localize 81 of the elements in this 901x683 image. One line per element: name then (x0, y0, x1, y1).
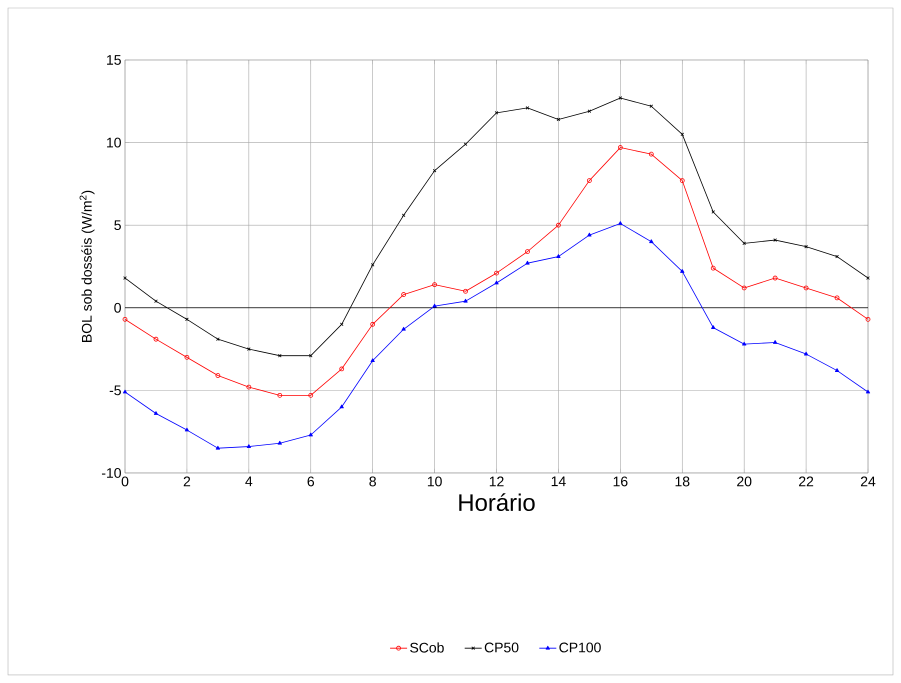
point (525, 249, 530, 254)
point (432, 304, 437, 308)
y-tick-label: 10 (107, 138, 121, 148)
point (216, 337, 220, 341)
point (556, 222, 561, 228)
x-tick-label: 18 (676, 476, 690, 486)
x-tick-label: 0 (122, 476, 128, 486)
point (772, 276, 778, 280)
point (680, 269, 684, 273)
point (866, 390, 870, 394)
point (835, 254, 839, 258)
point (308, 432, 313, 436)
point (648, 152, 654, 157)
point (370, 322, 376, 327)
point (339, 366, 344, 372)
point (680, 178, 685, 183)
point (834, 368, 840, 372)
point (710, 266, 716, 271)
point (463, 288, 468, 294)
x-tick-label: 4 (245, 476, 252, 486)
x-tick-label: 14 (552, 476, 566, 486)
point (649, 239, 654, 244)
point (340, 322, 344, 326)
x-axis-title: Horário (459, 493, 535, 512)
y-axis-title: BOL sob dosséis (W/m$^{2}$) (80, 190, 94, 342)
point (122, 390, 128, 394)
point (278, 440, 282, 445)
point (278, 354, 282, 358)
point (216, 446, 220, 450)
point (773, 340, 778, 344)
y-tick-label: 5 (114, 220, 121, 230)
point (154, 336, 158, 342)
x-tick-label: 12 (490, 476, 504, 486)
point (742, 342, 746, 346)
point (277, 392, 282, 398)
point (184, 354, 190, 360)
point (804, 286, 808, 290)
point (308, 392, 314, 398)
point (401, 292, 406, 297)
point (742, 286, 747, 290)
point (246, 444, 251, 448)
y-tick-label: -5 (110, 386, 121, 396)
y-tick-label: 0 (114, 302, 121, 313)
point (711, 325, 716, 330)
point (370, 263, 374, 267)
x-tick-label: 16 (614, 476, 628, 486)
point (215, 373, 220, 378)
point (402, 326, 406, 331)
point (587, 232, 592, 236)
point (834, 295, 840, 300)
point (804, 352, 808, 356)
x-tick-label: 6 (308, 476, 314, 486)
point (463, 298, 468, 303)
x-tick-label: 22 (799, 476, 814, 486)
x-tick-label: 24 (860, 476, 876, 486)
point (308, 354, 313, 358)
point (742, 242, 746, 246)
point (432, 282, 437, 288)
point (649, 104, 654, 108)
point (618, 221, 622, 225)
point (556, 254, 561, 258)
point (586, 178, 592, 183)
x-tick-label: 10 (428, 476, 442, 486)
point (618, 145, 623, 150)
x-tick-label: 20 (737, 476, 752, 486)
y-tick-label: -10 (102, 468, 121, 478)
point (556, 118, 560, 122)
point (370, 358, 375, 362)
point (154, 411, 158, 415)
point (525, 260, 530, 265)
point (494, 270, 499, 276)
x-tick-label: 8 (369, 476, 376, 486)
point (246, 384, 252, 390)
legend-label: CP100 (559, 642, 601, 652)
point (494, 280, 499, 284)
x-tick-label: 2 (184, 476, 190, 486)
legend-label: SCob (410, 642, 444, 653)
point (184, 428, 190, 432)
y-tick-label: 15 (107, 55, 121, 65)
point (340, 404, 344, 408)
legend-label: CP50 (484, 642, 518, 652)
